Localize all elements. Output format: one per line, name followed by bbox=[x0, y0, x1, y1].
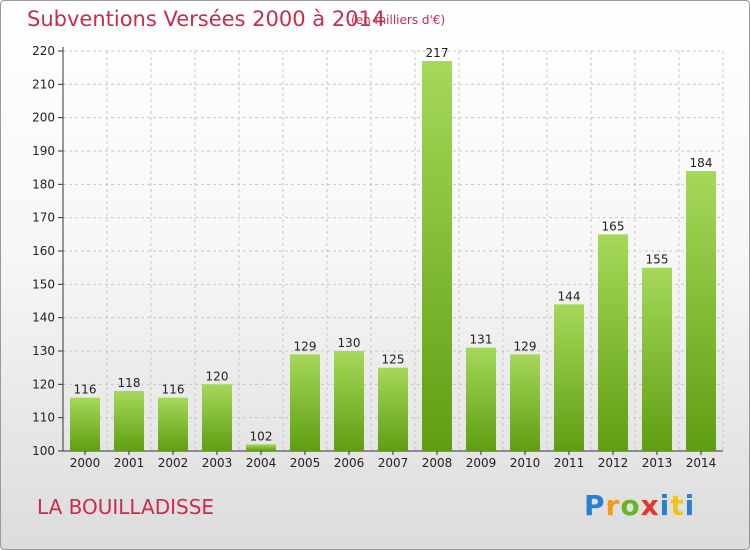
bar-2014 bbox=[686, 171, 716, 451]
x-tick-label-2005: 2005 bbox=[290, 456, 321, 470]
value-label-2001: 118 bbox=[118, 376, 141, 390]
bars bbox=[70, 61, 716, 451]
x-tick-label-2002: 2002 bbox=[158, 456, 189, 470]
y-tick-label: 140 bbox=[32, 311, 55, 325]
bar-2009 bbox=[466, 347, 496, 451]
value-label-2008: 217 bbox=[426, 46, 449, 60]
value-label-2014: 184 bbox=[690, 156, 713, 170]
y-tick-label: 110 bbox=[32, 411, 55, 425]
chart-title: Subventions Versées 2000 à 2014 bbox=[27, 7, 386, 31]
bar-2001 bbox=[114, 391, 144, 451]
bar-2012 bbox=[598, 234, 628, 451]
bar-2010 bbox=[510, 354, 540, 451]
bar-2002 bbox=[158, 397, 188, 451]
x-tick-label-2003: 2003 bbox=[202, 456, 233, 470]
x-tick-label-2009: 2009 bbox=[466, 456, 497, 470]
bar-2007 bbox=[378, 367, 408, 451]
x-tick-label-2010: 2010 bbox=[510, 456, 541, 470]
chart-unit: (en milliers d'€) bbox=[351, 13, 446, 27]
y-tick-label: 210 bbox=[32, 77, 55, 91]
value-label-2012: 165 bbox=[602, 219, 625, 233]
bar-2013 bbox=[642, 267, 672, 451]
labels: 116 2000 118 2001 116 2002 120 2003 102 2004 129 20… bbox=[70, 46, 717, 470]
x-tick-label-2012: 2012 bbox=[598, 456, 629, 470]
value-label-2004: 102 bbox=[250, 429, 273, 443]
y-tick-label: 190 bbox=[32, 144, 55, 158]
value-label-2009: 131 bbox=[470, 333, 493, 347]
value-label-2000: 116 bbox=[74, 383, 97, 397]
y-tick-label: 130 bbox=[32, 344, 55, 358]
bar-2003 bbox=[202, 384, 232, 451]
y-tick-label: 180 bbox=[32, 177, 55, 191]
x-tick-label-2004: 2004 bbox=[246, 456, 277, 470]
y-tick-label: 220 bbox=[32, 44, 55, 58]
bar-2004 bbox=[246, 444, 276, 451]
value-label-2002: 116 bbox=[162, 383, 185, 397]
bar-2011 bbox=[554, 304, 584, 451]
bar-2005 bbox=[290, 354, 320, 451]
commune-name: LA BOUILLADISSE bbox=[37, 495, 215, 519]
y-tick-label: 150 bbox=[32, 277, 55, 291]
bar-2008 bbox=[422, 61, 452, 451]
value-label-2010: 129 bbox=[514, 339, 537, 353]
bar-2006 bbox=[334, 351, 364, 451]
x-tick-label-2014: 2014 bbox=[686, 456, 717, 470]
proxiti-logo: Proxiti bbox=[584, 489, 696, 522]
value-label-2003: 120 bbox=[206, 369, 229, 383]
x-tick-label-2013: 2013 bbox=[642, 456, 673, 470]
value-label-2013: 155 bbox=[646, 253, 669, 267]
y-tick-label: 200 bbox=[32, 111, 55, 125]
value-label-2011: 144 bbox=[558, 289, 581, 303]
value-label-2007: 125 bbox=[382, 353, 405, 367]
value-label-2005: 129 bbox=[294, 339, 317, 353]
y-tick-label: 160 bbox=[32, 244, 55, 258]
bar-2000 bbox=[70, 397, 100, 451]
y-tick-label: 100 bbox=[32, 444, 55, 458]
x-tick-label-2008: 2008 bbox=[422, 456, 453, 470]
x-tick-label-2006: 2006 bbox=[334, 456, 365, 470]
y-tick-label: 170 bbox=[32, 211, 55, 225]
x-tick-label-2011: 2011 bbox=[554, 456, 585, 470]
x-tick-label-2001: 2001 bbox=[114, 456, 145, 470]
y-tick-label: 120 bbox=[32, 377, 55, 391]
x-tick-label-2000: 2000 bbox=[70, 456, 101, 470]
value-label-2006: 130 bbox=[338, 336, 361, 350]
x-tick-label-2007: 2007 bbox=[378, 456, 409, 470]
